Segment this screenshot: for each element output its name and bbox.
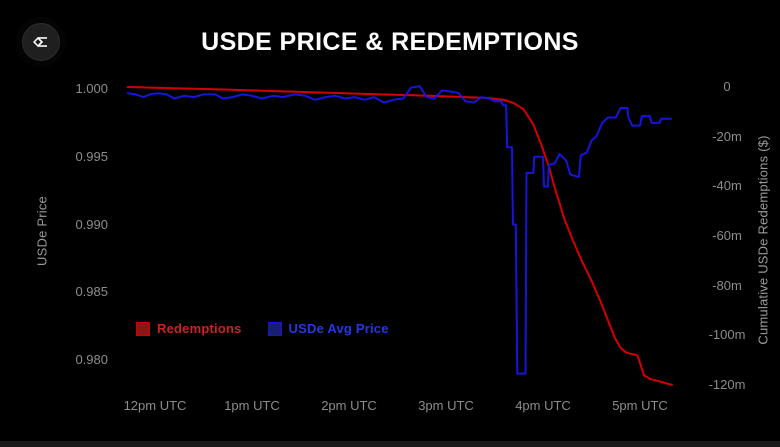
tick-label-0: 0 [723,79,731,94]
price-axis-label: USDe Price [34,196,50,266]
tick-label-0.980: 0.980 [75,352,108,367]
tick-label-0.985: 0.985 [75,284,108,299]
tick-label-4pm-UTC: 4pm UTC [515,398,571,413]
tick-label-3pm-UTC: 3pm UTC [418,398,474,413]
ethena-logo-button[interactable] [22,23,60,61]
tick-label--80m: -80m [712,278,742,293]
tick-label-12pm-UTC: 12pm UTC [123,398,187,413]
price-legend-label: USDe Avg Price [288,321,389,336]
tick-label-1pm-UTC: 1pm UTC [224,398,280,413]
ethena-sigma-icon [33,36,47,48]
chart-legend: Redemptions USDe Avg Price [136,321,389,336]
tick-label-0.990: 0.990 [75,217,108,232]
tick-label--100m: -100m [708,327,746,342]
redemptions-legend-label: Redemptions [157,321,242,336]
redemptions-legend-swatch [136,321,150,336]
redemptions-line [126,86,673,386]
tick-label-1.000: 1.000 [75,81,108,96]
tick-label-0.995: 0.995 [75,149,108,164]
tick-label--40m: -40m [712,178,742,193]
tick-label--20m: -20m [712,129,742,144]
chart-title: USDE PRICE & REDEMPTIONS [201,28,579,56]
tick-label--60m: -60m [712,228,742,243]
legend-item-usde-avg-price: USDe Avg Price [267,321,389,336]
redemption-axis-label: Cumulative USDe Redemptions ($) [755,135,771,345]
price-line [126,85,672,375]
tick-label--120m: -120m [708,377,746,392]
legend-item-redemptions: Redemptions [136,321,242,336]
page-bottom-edge [0,441,780,447]
tick-label-5pm-UTC: 5pm UTC [612,398,668,413]
price-legend-swatch [267,321,282,336]
tick-label-2pm-UTC: 2pm UTC [321,398,377,413]
